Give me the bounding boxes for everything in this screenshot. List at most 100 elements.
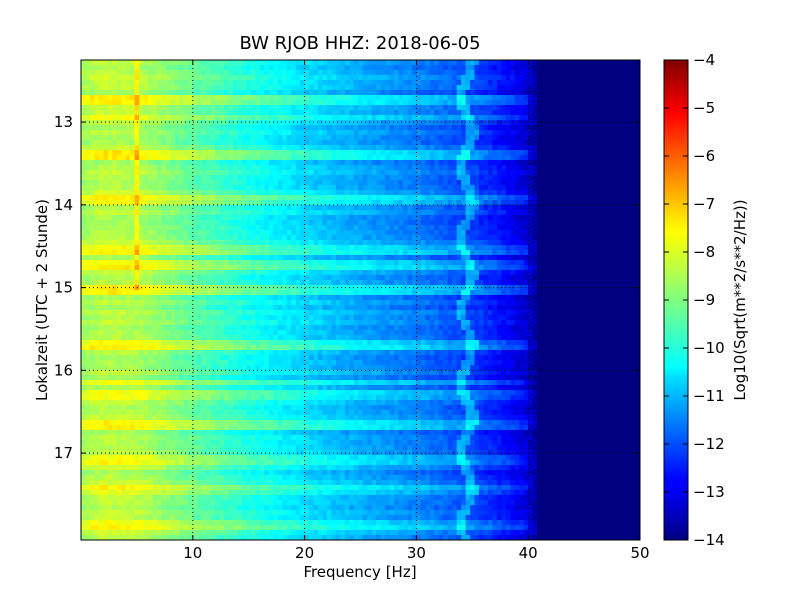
heatmap-cell [367, 135, 373, 141]
heatmap-cell [210, 250, 216, 256]
heatmap-cell [438, 165, 444, 171]
heatmap-cell [344, 250, 350, 256]
heatmap-cell [170, 60, 176, 66]
heatmap-cell [89, 85, 96, 91]
heatmap-cell [161, 150, 167, 156]
heatmap-cell [492, 100, 498, 106]
heatmap-cell [344, 230, 350, 236]
heatmap-cell [465, 180, 471, 186]
heatmap-cell [210, 240, 216, 246]
heatmap-cell [107, 220, 113, 226]
heatmap-cell [367, 170, 373, 176]
heatmap-cell [219, 165, 225, 171]
heatmap-cell [541, 170, 547, 176]
heatmap-cell [465, 160, 471, 166]
heatmap-cell [148, 230, 154, 236]
heatmap-cell [367, 245, 373, 251]
heatmap-cell [492, 155, 498, 161]
heatmap-cell [385, 245, 391, 251]
heatmap-cell [438, 60, 444, 66]
heatmap-cell [572, 185, 578, 191]
heatmap-cell [322, 120, 328, 126]
heatmap-cell [277, 200, 283, 206]
heatmap-cell [143, 75, 149, 81]
heatmap-cell [130, 160, 136, 166]
heatmap-cell [219, 170, 225, 176]
heatmap-cell [367, 175, 373, 181]
heatmap-cell [335, 110, 341, 116]
heatmap-cell [514, 155, 520, 161]
heatmap-cell [537, 160, 543, 166]
heatmap-cell [402, 175, 409, 181]
heatmap-cell [461, 255, 467, 261]
heatmap-cell [496, 255, 502, 261]
heatmap-cell [98, 165, 104, 171]
heatmap-cell [483, 240, 489, 246]
heatmap-cell [219, 155, 225, 161]
heatmap-cell [157, 245, 163, 251]
heatmap-cell [143, 60, 149, 66]
heatmap-cell [599, 170, 605, 176]
heatmap-cell [429, 120, 435, 126]
heatmap-cell [300, 235, 306, 241]
heatmap-cell [152, 220, 158, 226]
heatmap-cell [335, 225, 341, 231]
heatmap-cell [215, 190, 221, 196]
heatmap-cell [143, 150, 149, 156]
heatmap-cell [237, 240, 243, 246]
heatmap-cell [116, 205, 122, 211]
heatmap-cell [496, 205, 502, 211]
heatmap-cell [255, 65, 261, 71]
heatmap-cell [197, 145, 203, 151]
heatmap-cell [425, 75, 431, 81]
heatmap-cell [613, 195, 619, 201]
heatmap-cell [237, 235, 243, 241]
heatmap-cell [192, 230, 198, 236]
heatmap-cell [277, 105, 283, 111]
heatmap-cell [322, 170, 328, 176]
heatmap-cell [479, 105, 485, 111]
heatmap-cell [349, 125, 355, 131]
heatmap-cell [402, 210, 409, 216]
heatmap-cell [349, 105, 355, 111]
heatmap-cell [349, 230, 355, 236]
heatmap-cell [599, 150, 605, 156]
heatmap-cell [326, 150, 333, 156]
heatmap-cell [389, 80, 395, 86]
heatmap-cell [183, 195, 189, 201]
heatmap-cell [595, 120, 601, 126]
heatmap-cell [255, 120, 261, 126]
heatmap-cell [622, 110, 628, 116]
heatmap-cell [259, 170, 265, 176]
heatmap-cell [613, 130, 619, 136]
heatmap-cell [608, 110, 614, 116]
heatmap-cell [116, 75, 122, 81]
heatmap-cell [112, 110, 118, 116]
heatmap-cell [335, 145, 341, 151]
heatmap-cell [255, 100, 261, 106]
heatmap-cell [456, 90, 462, 96]
heatmap-cell [550, 140, 556, 146]
heatmap-cell [505, 65, 511, 71]
heatmap-cell [309, 115, 315, 121]
heatmap-cell [219, 225, 225, 231]
heatmap-cell [286, 135, 292, 141]
heatmap-cell [420, 180, 426, 186]
heatmap-cell [246, 150, 252, 156]
heatmap-cell [626, 250, 632, 256]
heatmap-cell [233, 145, 239, 151]
heatmap-cell [197, 110, 203, 116]
heatmap-cell [635, 70, 640, 76]
heatmap-cell [380, 195, 386, 201]
heatmap-cell [438, 225, 444, 231]
heatmap-cell [259, 100, 265, 106]
heatmap-cell [568, 65, 574, 71]
heatmap-cell [496, 80, 502, 86]
heatmap-cell [599, 195, 605, 201]
heatmap-cell [237, 140, 243, 146]
heatmap-cell [340, 250, 346, 256]
heatmap-cell [286, 110, 292, 116]
heatmap-cell [107, 125, 113, 131]
heatmap-cell [139, 65, 145, 71]
heatmap-cell [604, 130, 610, 136]
